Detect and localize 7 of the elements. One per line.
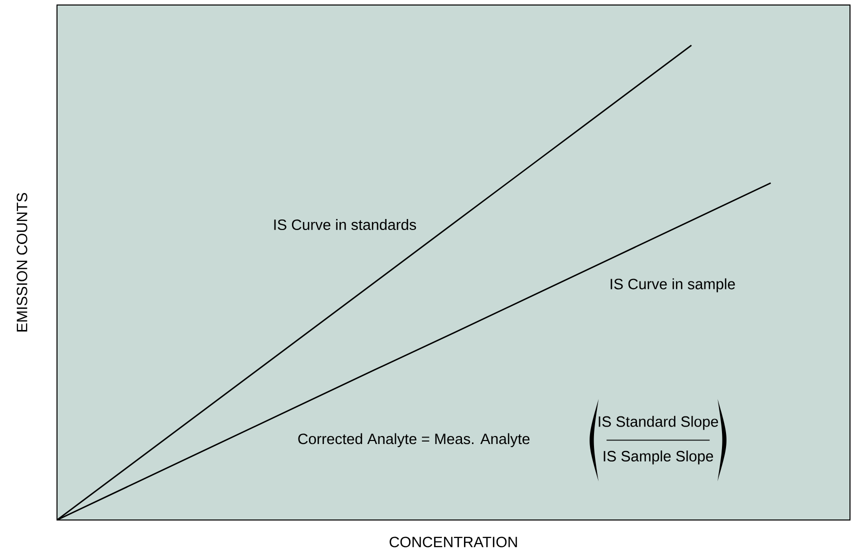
series-label: IS Curve in sample (610, 278, 735, 292)
series-label: IS Curve in standards (274, 219, 416, 230)
y-axis-title: EMISSION COUNTS (16, 193, 28, 332)
annotation: IS Standard Slope (598, 416, 718, 430)
x-axis-title: CONCENTRATION (390, 536, 517, 548)
annotation: IS Sample Slope (604, 450, 714, 464)
annotation: Corrected Analyte = Meas. Analyte (298, 433, 530, 448)
